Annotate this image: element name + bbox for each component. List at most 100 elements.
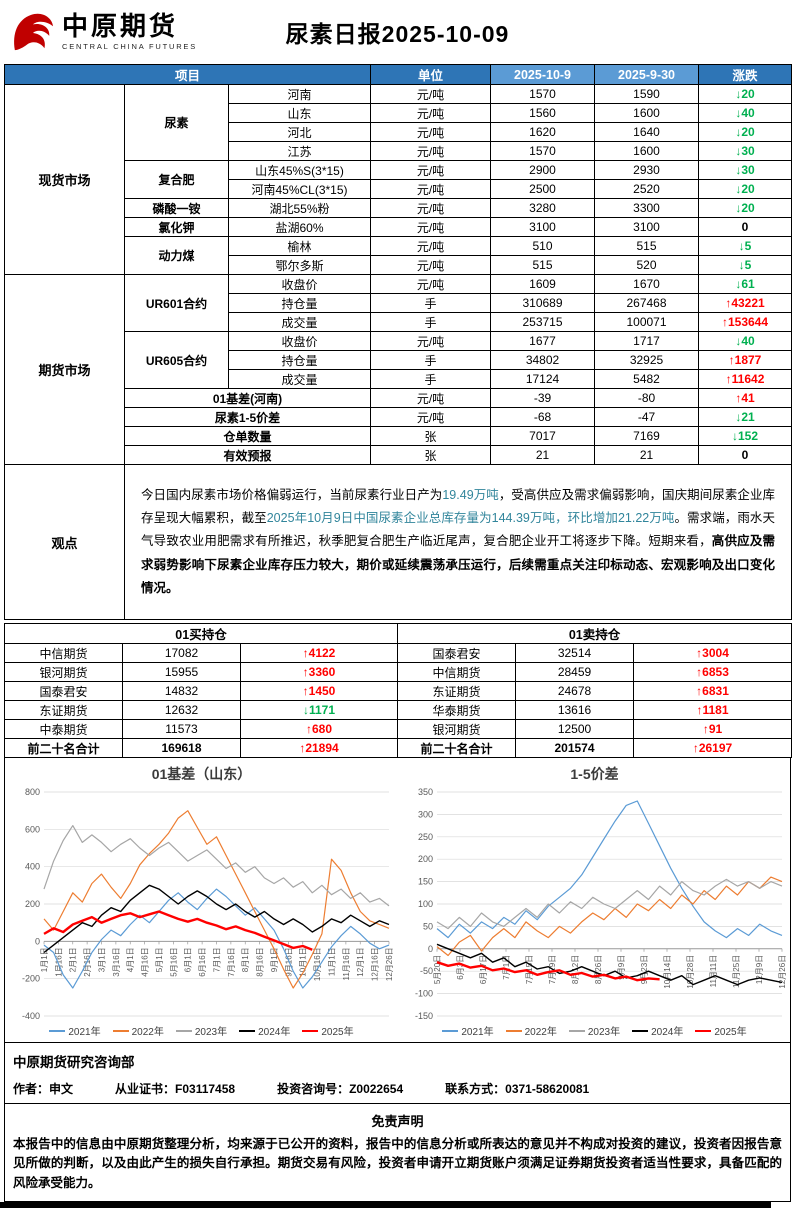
- svg-text:12月16日: 12月16日: [371, 947, 380, 981]
- svg-text:8月16日: 8月16日: [256, 947, 265, 976]
- svg-text:9月23日: 9月23日: [640, 955, 649, 984]
- svg-text:11月1日: 11月1日: [328, 947, 337, 976]
- chart-legend-basis: 2021年 2022年 2023年 2024年 2025年: [9, 1023, 394, 1038]
- value-current: 2500: [490, 179, 596, 199]
- svg-text:9月9日: 9月9日: [617, 955, 626, 980]
- row-label: 鄂尔多斯: [227, 255, 372, 275]
- positions-row: 中泰期货 11573 ↑680 银河期货 12500 ↑91: [4, 719, 793, 739]
- viewpoint-segment: ，受高供应及需求偏弱影响，国庆期间尿素企业库存呈现大幅累积，截至: [141, 488, 775, 526]
- position-change: ↓1171: [239, 700, 399, 720]
- svg-text:200: 200: [25, 899, 40, 909]
- value-current: 1609: [490, 274, 596, 294]
- svg-text:11月25日: 11月25日: [732, 955, 741, 988]
- svg-text:-400: -400: [22, 1011, 40, 1021]
- group-label: 磷酸一铵: [124, 198, 229, 218]
- position-value: 32514: [515, 643, 635, 663]
- value-previous: 1640: [594, 122, 700, 142]
- position-change: ↑6853: [633, 662, 793, 682]
- row-label: 盐湖60%: [227, 217, 372, 237]
- chart-1-5-spread: 1-5价差 -150 -100 -50 0 50 100 150 200 250 300 350 5月…: [398, 758, 791, 1042]
- value-previous: 1717: [594, 331, 700, 351]
- legend-swatch: [112, 1029, 129, 1032]
- value-current: 515: [490, 255, 596, 275]
- group-label: 复合肥: [124, 160, 229, 199]
- svg-text:12月1日: 12月1日: [356, 947, 365, 976]
- chart-svg: -150 -100 -50 0 50 100 150 200 250 300 350 5月20日 6月3…: [415, 787, 787, 1021]
- legend-swatch: [49, 1029, 66, 1032]
- svg-text:400: 400: [25, 862, 40, 872]
- position-value: 201574: [515, 738, 635, 758]
- table-row: 成交量手 17124 5482 ↑11642: [5, 369, 793, 389]
- svg-text:800: 800: [25, 787, 40, 797]
- author: 作者：申文: [13, 1082, 74, 1096]
- logo-company-name-en: CENTRAL CHINA FUTURES: [62, 42, 198, 52]
- value-previous: 1600: [594, 103, 700, 123]
- value-current: 1570: [490, 141, 596, 161]
- group-label: 尿素1-5价差: [123, 407, 372, 427]
- positions-table-body: 01买持仓 01卖持仓 中信期货 17082 ↑4122 国泰君安 32514 ↑3004…: [3, 623, 793, 758]
- svg-text:6月3日: 6月3日: [456, 955, 465, 980]
- unit-cell: 元/吨: [370, 236, 492, 256]
- position-change: ↑4122: [239, 643, 399, 663]
- svg-text:0: 0: [428, 944, 433, 954]
- unit-cell: 元/吨: [370, 198, 492, 218]
- unit-cell: 手: [370, 350, 492, 370]
- firm-name: 前二十名合计: [397, 738, 517, 758]
- group-label: 尿素: [124, 84, 229, 161]
- value-current: 34802: [490, 350, 596, 370]
- charts-section: 01基差（山东） -400 -200 0 200 400 600 800 1月1日 1月16日 2…: [4, 758, 791, 1043]
- svg-text:350: 350: [418, 787, 433, 797]
- legend-swatch: [632, 1029, 649, 1032]
- change-cell: ↓152: [698, 426, 793, 446]
- legend-item: 2023年: [568, 1023, 620, 1038]
- col-header-item: 项目: [3, 64, 372, 85]
- group-label: 仓单数量: [123, 426, 372, 446]
- change-cell: ↑1877: [698, 350, 793, 370]
- legend-item: 2024年: [239, 1023, 290, 1038]
- advisory-number: 投资咨询号：Z0022654: [277, 1082, 404, 1096]
- row-label: 持仓量: [227, 350, 372, 370]
- legend-item: 2021年: [49, 1023, 101, 1038]
- svg-text:0: 0: [35, 936, 40, 946]
- position-change: ↑1450: [239, 681, 399, 701]
- table-row: 持仓量手 34802 32925 ↑1877: [5, 350, 793, 370]
- positions-header-row: 01买持仓 01卖持仓: [3, 623, 793, 644]
- firm-name: 中泰期货: [4, 719, 123, 739]
- unit-cell: 元/吨: [370, 84, 492, 104]
- row-label: 成交量: [227, 312, 372, 332]
- position-value: 169618: [122, 738, 241, 758]
- firm-name: 国泰君安: [397, 643, 517, 663]
- legend-label: 2022年: [131, 1027, 164, 1038]
- logo-text: 中原期货 CENTRAL CHINA FUTURES: [62, 12, 198, 52]
- positions-row: 前二十名合计 169618 ↑21894 前二十名合计 201574 ↑26197: [4, 738, 793, 758]
- position-value: 14832: [122, 681, 241, 701]
- unit-cell: 元/吨: [370, 179, 492, 199]
- buy-positions-header: 01买持仓: [3, 623, 399, 644]
- svg-text:250: 250: [418, 832, 433, 842]
- legend-label: 2024年: [651, 1027, 684, 1038]
- viewpoint-row: 观点 今日国内尿素市场价格偏弱运行，当前尿素行业日产为19.49万吨，受高供应及需…: [4, 464, 793, 620]
- position-change: ↑21894: [239, 738, 399, 758]
- section-label: 期货市场: [4, 274, 125, 465]
- sell-positions-header: 01卖持仓: [397, 623, 793, 644]
- value-current: 253715: [490, 312, 596, 332]
- value-previous: 2930: [594, 160, 700, 180]
- contact-number: 联系方式：0371-58620081: [445, 1082, 590, 1096]
- row-label: 江苏: [227, 141, 372, 161]
- value-current: 21: [490, 445, 596, 465]
- group-label: 01基差(河南): [123, 388, 372, 408]
- svg-text:150: 150: [418, 877, 433, 887]
- unit-cell: 手: [370, 312, 492, 332]
- firm-name: 前二十名合计: [4, 738, 123, 758]
- value-previous: 7169: [594, 426, 700, 446]
- svg-text:1月16日: 1月16日: [54, 947, 63, 976]
- legend-item: 2024年: [632, 1023, 683, 1038]
- positions-row: 国泰君安 14832 ↑1450 东证期货 24678 ↑6831: [4, 681, 793, 701]
- change-cell: ↑41: [698, 388, 793, 408]
- legend-swatch: [695, 1029, 712, 1032]
- viewpoint-segment: 19.49万吨: [442, 488, 499, 503]
- col-header-unit: 单位: [370, 64, 492, 85]
- change-cell: ↓5: [698, 255, 793, 275]
- firm-name: 银河期货: [4, 662, 123, 682]
- row-label: 收盘价: [227, 331, 372, 351]
